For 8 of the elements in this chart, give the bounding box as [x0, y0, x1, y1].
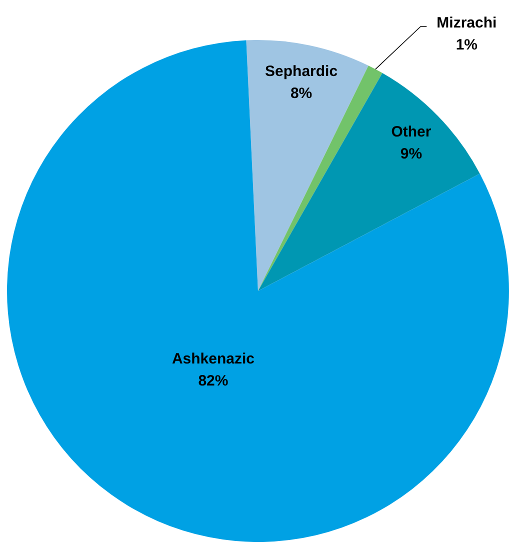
slice-label: Other — [391, 124, 432, 141]
data-label: 9% — [400, 146, 422, 163]
data-label: 8% — [290, 85, 312, 102]
data-label: 1% — [456, 36, 478, 54]
data-label: 82% — [198, 372, 228, 390]
slice-label: Mizrachi — [436, 14, 497, 32]
slice-label: Sephardic — [265, 63, 338, 80]
slice-label: Ashkenazic — [172, 350, 254, 368]
